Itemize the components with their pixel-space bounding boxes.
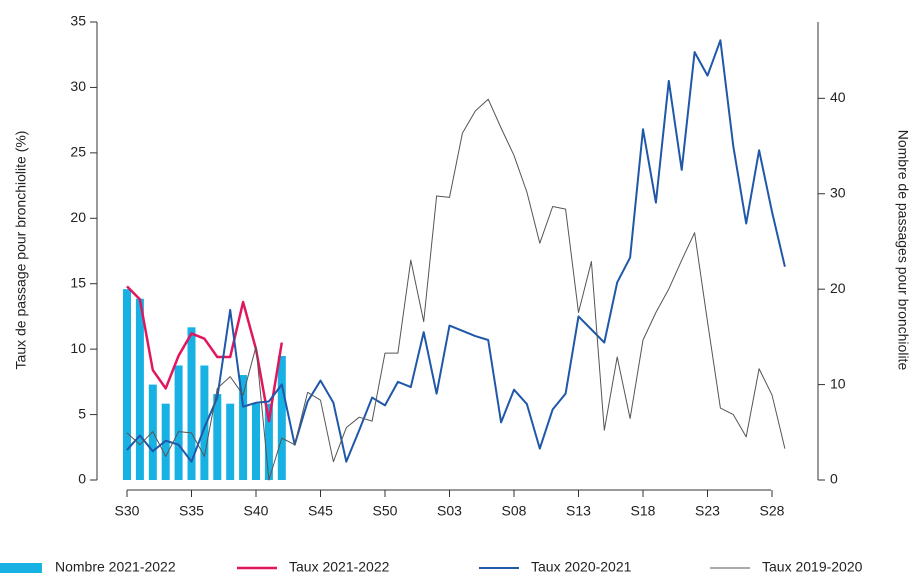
y2-tick-label: 40	[830, 89, 846, 105]
bar	[187, 327, 196, 480]
x-tick-label: S50	[373, 503, 398, 519]
bar	[123, 289, 131, 480]
x-tick-label: S13	[566, 503, 591, 519]
y-tick-label: 10	[70, 340, 86, 356]
y-tick-label: 25	[70, 144, 86, 160]
y-tick-label: 20	[70, 209, 86, 225]
y-tick-label: 30	[70, 78, 86, 94]
legend-label: Taux 2021-2022	[289, 559, 390, 575]
y2-tick-label: 30	[830, 184, 846, 200]
x-tick-label: S18	[631, 503, 656, 519]
bar	[213, 394, 222, 480]
x-tick-label: S28	[760, 503, 785, 519]
x-tick-label: S35	[179, 503, 204, 519]
line	[126, 98, 786, 481]
y-tick-label: 0	[78, 471, 86, 487]
x-tick-label: S08	[502, 503, 527, 519]
y-tick-label: 5	[78, 405, 86, 421]
bar	[264, 403, 273, 480]
bar	[174, 365, 183, 480]
x-tick-label: S45	[308, 503, 333, 519]
bar	[277, 355, 286, 480]
legend-label: Taux 2019-2020	[762, 559, 863, 575]
y-axis-title: Taux de passage pour bronchiolite (%)	[13, 131, 29, 370]
x-tick-label: S40	[244, 503, 269, 519]
x-tick-label: S23	[695, 503, 720, 519]
y2-tick-label: 20	[830, 280, 846, 296]
y2-tick-label: 10	[830, 375, 846, 391]
legend-label: Taux 2020-2021	[531, 559, 632, 575]
x-tick-label: S03	[437, 503, 462, 519]
bar	[252, 403, 260, 480]
legend-swatch	[0, 563, 42, 573]
line	[126, 39, 786, 463]
bar	[239, 375, 248, 480]
y2-axis-title: Nombre de passages pour bronchiolite	[895, 130, 911, 371]
bar	[200, 365, 209, 480]
y2-tick-label: 0	[830, 471, 838, 487]
legend-label: Nombre 2021-2022	[55, 559, 176, 575]
y-tick-label: 15	[70, 274, 86, 290]
bar	[135, 298, 144, 480]
bar	[226, 403, 235, 480]
y-tick-label: 35	[70, 13, 86, 29]
x-tick-label: S30	[115, 503, 140, 519]
